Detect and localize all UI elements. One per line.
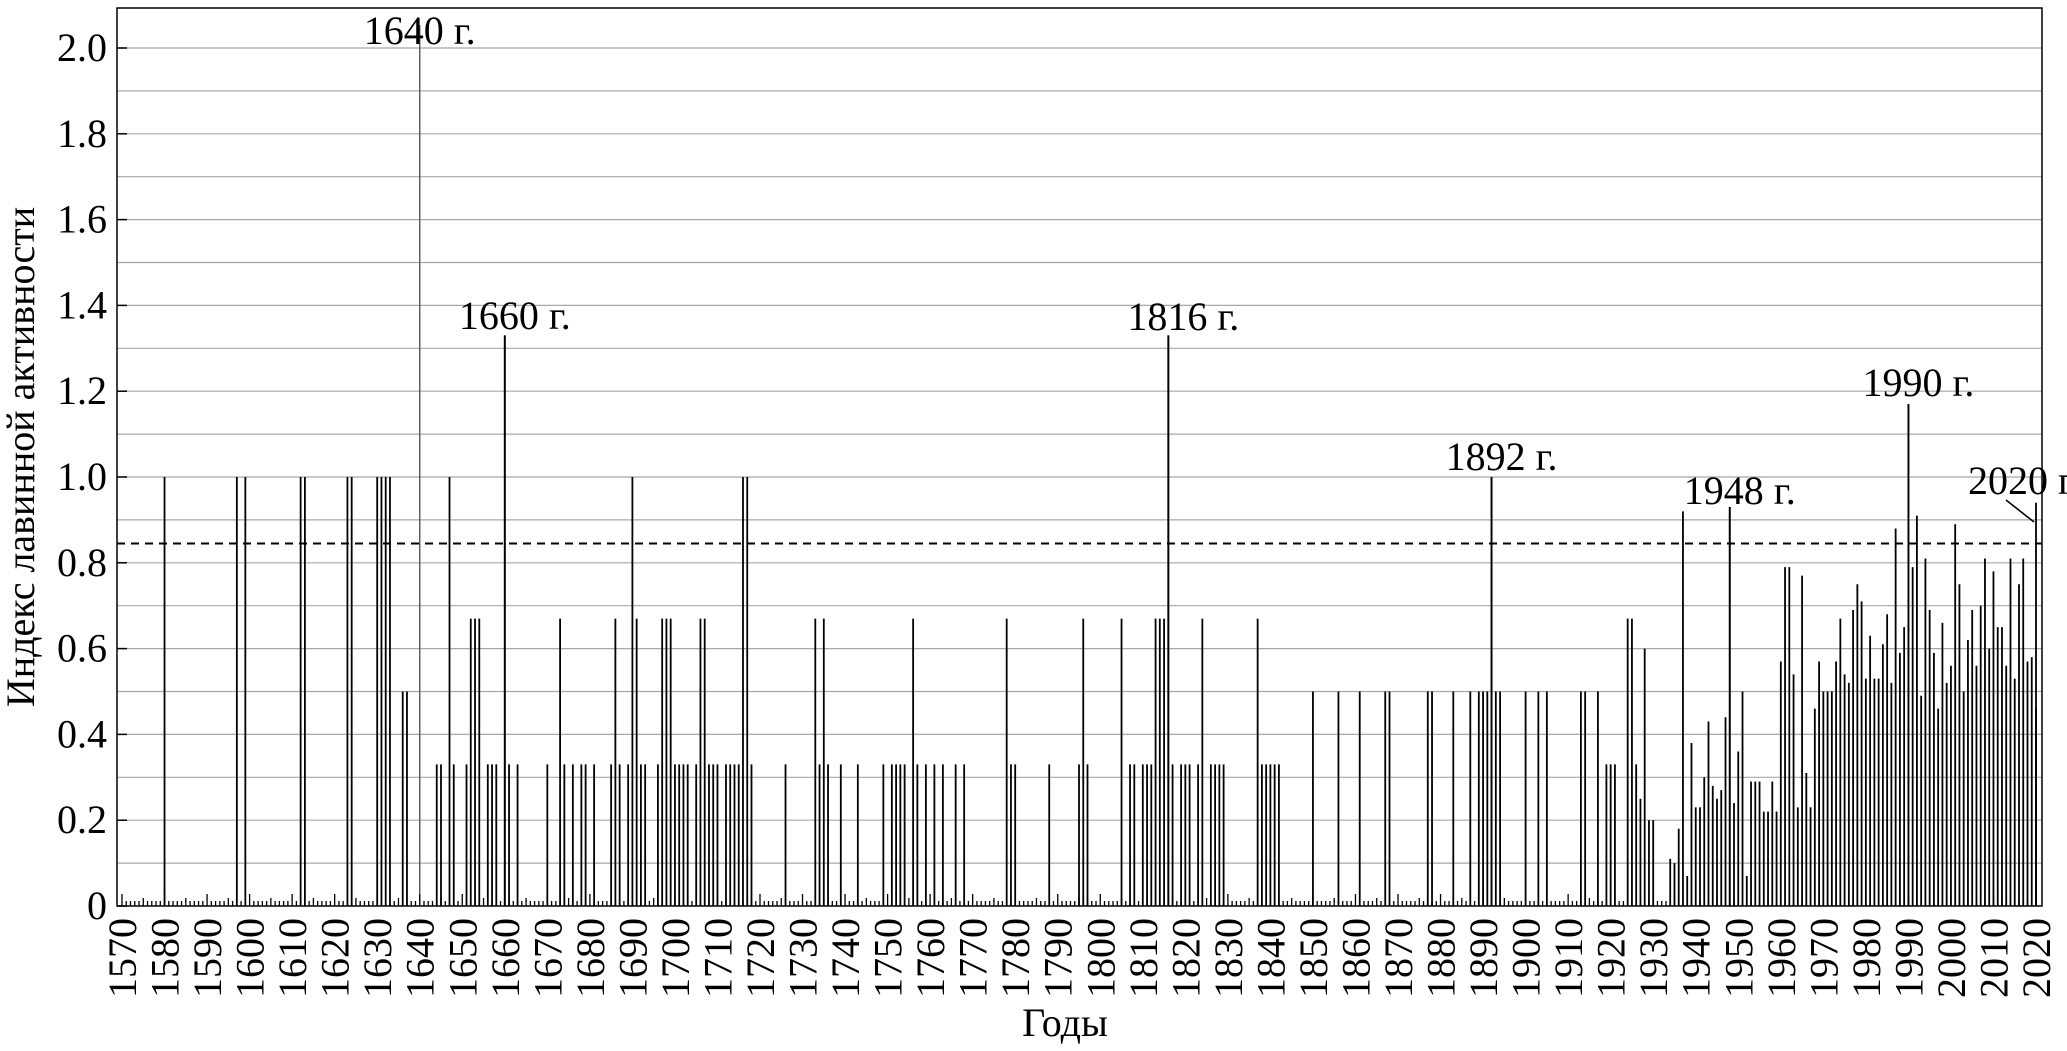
grid-lines xyxy=(117,47,2042,864)
x-tick-label: 1960 xyxy=(1759,918,1804,998)
x-tick-label: 1570 xyxy=(100,918,145,998)
x-tick-label: 1900 xyxy=(1504,918,1549,998)
y-tick-label: 1.2 xyxy=(57,368,107,413)
x-tick-label: 1600 xyxy=(228,918,273,998)
x-tick-label: 1980 xyxy=(1844,918,1889,998)
x-tick-label: 1910 xyxy=(1546,918,1591,998)
x-tick-label: 1710 xyxy=(695,918,740,998)
x-tick-label: 1860 xyxy=(1333,918,1378,998)
x-tick-label: 1760 xyxy=(908,918,953,998)
annotation-label: 1660 г. xyxy=(459,293,571,338)
y-tick-label: 1.6 xyxy=(57,197,107,242)
x-tick-label: 1690 xyxy=(610,918,655,998)
x-tick-label: 1580 xyxy=(143,918,188,998)
y-tick-label: 1.4 xyxy=(57,282,107,327)
annotation-leader xyxy=(2005,499,2035,523)
x-tick-label: 1820 xyxy=(1163,918,1208,998)
x-tick-label: 1730 xyxy=(781,918,826,998)
x-tick-label: 1650 xyxy=(440,918,485,998)
x-tick-label: 1670 xyxy=(525,918,570,998)
annotation-label: 2020 г. xyxy=(1968,458,2067,503)
x-tick-label: 1850 xyxy=(1291,918,1336,998)
x-tick-label: 1790 xyxy=(1036,918,1081,998)
x-tick-label: 1890 xyxy=(1461,918,1506,998)
x-tick-label: 1970 xyxy=(1801,918,1846,998)
x-tick-label: 1640 xyxy=(398,918,443,998)
x-tick-label: 1780 xyxy=(993,918,1038,998)
annotations: 1640 г. 1660 г. 1816 г. 1892 г. 1948 г. 1990 … xyxy=(364,8,2067,906)
x-tick-label: 1880 xyxy=(1419,918,1464,998)
x-tick-label: 1610 xyxy=(270,918,315,998)
x-tick-label: 2000 xyxy=(1929,918,1974,998)
y-axis-ticks: 0 0.2 0.4 0.6 0.8 1.0 1.2 1.4 1.6 1.8 2.0 xyxy=(57,25,127,928)
annotation-label: 1640 г. xyxy=(364,8,476,53)
x-tick-label: 1800 xyxy=(1078,918,1123,998)
y-tick-label: 0.6 xyxy=(57,626,107,671)
x-tick-label: 1740 xyxy=(823,918,868,998)
x-axis-ticks: 1570158015901600161016201630164016501660… xyxy=(100,894,2059,998)
y-tick-label: 1.8 xyxy=(57,111,107,156)
y-tick-label: 0.8 xyxy=(57,540,107,585)
x-tick-label: 1620 xyxy=(313,918,358,998)
x-axis-title: Годы xyxy=(1022,1000,1108,1045)
bar-series xyxy=(163,335,2037,906)
x-tick-label: 1870 xyxy=(1376,918,1421,998)
y-axis-title: Индекс лавинной активности xyxy=(0,207,43,707)
x-tick-label: 1720 xyxy=(738,918,783,998)
y-tick-label: 0.2 xyxy=(57,797,107,842)
x-tick-label: 1920 xyxy=(1589,918,1634,998)
x-tick-label: 1750 xyxy=(866,918,911,998)
x-tick-label: 1660 xyxy=(483,918,528,998)
y-tick-label: 1.0 xyxy=(57,454,107,499)
x-tick-label: 1840 xyxy=(1248,918,1293,998)
annotation-label: 1990 г. xyxy=(1862,360,1974,405)
x-tick-label: 1630 xyxy=(355,918,400,998)
x-tick-label: 1810 xyxy=(1121,918,1166,998)
x-tick-label: 1950 xyxy=(1716,918,1761,998)
x-tick-label: 2020 xyxy=(2014,918,2059,998)
y-tick-label: 0 xyxy=(87,883,107,928)
x-tick-label: 1940 xyxy=(1674,918,1719,998)
y-tick-label: 2.0 xyxy=(57,25,107,70)
annotation-label: 1948 г. xyxy=(1684,468,1796,513)
x-tick-label: 1930 xyxy=(1631,918,1676,998)
x-tick-label: 1680 xyxy=(568,918,613,998)
x-tick-label: 2010 xyxy=(1971,918,2016,998)
x-tick-label: 1830 xyxy=(1206,918,1251,998)
annotation-label: 1816 г. xyxy=(1127,294,1239,339)
x-tick-label: 1770 xyxy=(951,918,996,998)
x-tick-label: 1700 xyxy=(653,918,698,998)
x-tick-label: 1990 xyxy=(1886,918,1931,998)
x-tick-label: 1590 xyxy=(185,918,230,998)
y-tick-label: 0.4 xyxy=(57,711,107,756)
annotation-label: 1892 г. xyxy=(1446,434,1558,479)
